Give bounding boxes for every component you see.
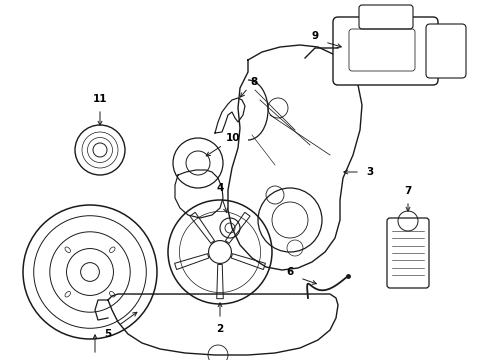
FancyBboxPatch shape xyxy=(333,17,438,85)
Text: 9: 9 xyxy=(312,31,318,41)
Text: 2: 2 xyxy=(217,324,223,334)
Text: 3: 3 xyxy=(367,167,374,177)
FancyBboxPatch shape xyxy=(426,24,466,78)
Text: 7: 7 xyxy=(404,186,412,196)
Text: 5: 5 xyxy=(104,329,112,339)
FancyBboxPatch shape xyxy=(387,218,429,288)
Text: 11: 11 xyxy=(93,94,107,104)
Text: 4: 4 xyxy=(216,183,224,193)
Text: 8: 8 xyxy=(250,77,258,87)
Text: 6: 6 xyxy=(286,267,294,277)
FancyBboxPatch shape xyxy=(359,5,413,29)
Text: 10: 10 xyxy=(226,133,240,143)
